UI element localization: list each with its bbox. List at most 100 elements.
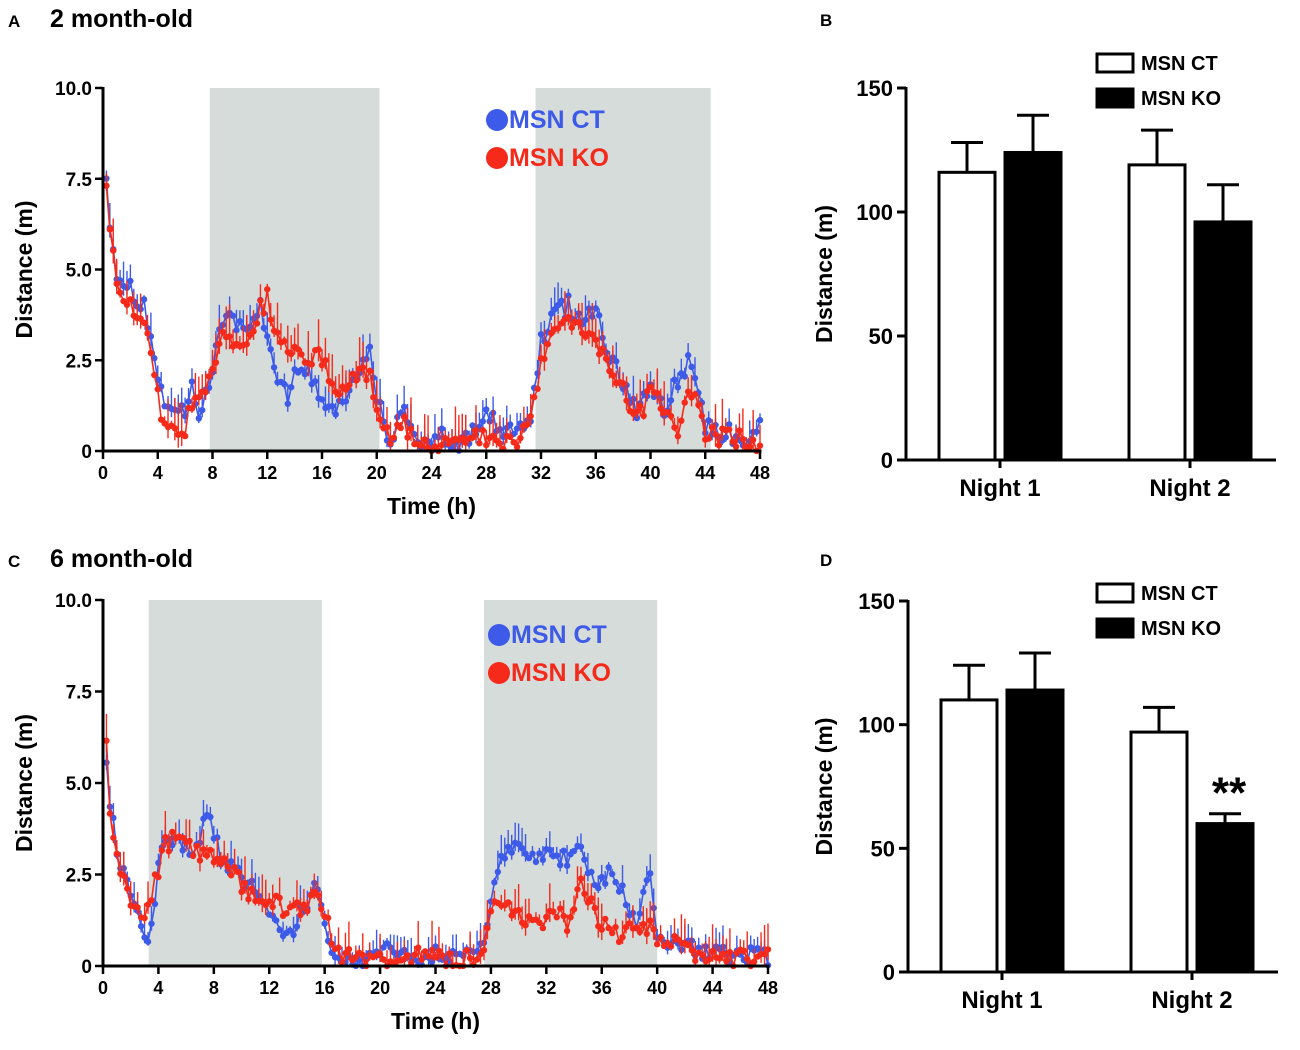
data-point bbox=[539, 856, 547, 864]
series-msn-ko bbox=[103, 172, 764, 455]
data-point bbox=[602, 915, 609, 923]
legend-label-2: MSN KO bbox=[509, 144, 609, 172]
data-point bbox=[438, 441, 445, 449]
data-point bbox=[318, 396, 326, 403]
data-point bbox=[311, 378, 319, 385]
data-point bbox=[231, 863, 238, 871]
data-point bbox=[501, 855, 508, 862]
y-axis-label: Distance (m) bbox=[11, 714, 37, 852]
night-shading-1 bbox=[209, 88, 380, 451]
data-point bbox=[103, 737, 110, 744]
data-point bbox=[181, 432, 189, 440]
data-point bbox=[605, 864, 612, 871]
data-point bbox=[151, 371, 158, 379]
x-tick-label: 20 bbox=[367, 463, 387, 483]
x-tick-label: 12 bbox=[257, 463, 277, 483]
bar-msn-ct-night-1 bbox=[939, 698, 999, 974]
data-point bbox=[290, 931, 297, 939]
data-point bbox=[124, 885, 131, 892]
data-point bbox=[746, 443, 753, 451]
data-point bbox=[233, 327, 240, 334]
data-point bbox=[505, 899, 512, 906]
data-point bbox=[637, 402, 644, 410]
data-point bbox=[216, 340, 223, 347]
data-point bbox=[308, 361, 315, 368]
data-point bbox=[647, 383, 654, 391]
data-point bbox=[626, 920, 633, 927]
bar-msn-ko-night-1 bbox=[1003, 150, 1063, 462]
panel-letter: C bbox=[8, 552, 20, 571]
panel-d: D MSN CT MSN KO Night 1 Night 2 ** 0 50 100 150 Di… bbox=[800, 530, 1300, 1050]
data-point bbox=[640, 888, 647, 896]
legend-label-1: MSN CT bbox=[1141, 583, 1218, 605]
data-point bbox=[390, 434, 398, 441]
y-tick-label: 0 bbox=[81, 957, 92, 978]
data-point bbox=[266, 898, 273, 905]
data-point bbox=[688, 947, 696, 954]
data-point bbox=[553, 914, 560, 921]
data-point bbox=[654, 389, 661, 397]
data-point bbox=[209, 365, 216, 372]
data-point bbox=[359, 951, 366, 959]
data-point bbox=[581, 890, 588, 897]
x-tick-label: 16 bbox=[315, 978, 335, 998]
data-point bbox=[647, 870, 654, 877]
x-tick-label: 8 bbox=[209, 978, 219, 998]
y-tick-label: 7.5 bbox=[66, 170, 93, 191]
x-tick-label: 0 bbox=[98, 978, 108, 998]
x-tick-label: 12 bbox=[259, 978, 279, 998]
data-point bbox=[476, 440, 483, 447]
data-point bbox=[515, 906, 522, 914]
data-point bbox=[619, 380, 627, 387]
data-point bbox=[439, 952, 446, 959]
data-point bbox=[404, 434, 411, 441]
data-point bbox=[144, 330, 151, 337]
data-point bbox=[491, 879, 498, 886]
legend-label-1: MSN CT bbox=[1141, 53, 1218, 75]
data-point bbox=[293, 899, 301, 906]
y-axis-label: Distance (m) bbox=[811, 717, 837, 855]
data-point bbox=[207, 813, 214, 821]
significance-marker: ** bbox=[1212, 769, 1247, 818]
data-point bbox=[595, 312, 603, 319]
y-axis-label: Distance (m) bbox=[11, 200, 37, 338]
data-point bbox=[283, 910, 290, 917]
data-point bbox=[633, 408, 641, 415]
data-point bbox=[238, 888, 245, 896]
data-point bbox=[633, 924, 640, 931]
data-point bbox=[134, 904, 141, 911]
data-point bbox=[744, 955, 751, 963]
data-point bbox=[705, 435, 712, 442]
data-point bbox=[705, 417, 712, 424]
data-point bbox=[212, 359, 220, 366]
data-point bbox=[505, 843, 512, 851]
data-point bbox=[158, 847, 166, 854]
data-point bbox=[318, 361, 326, 369]
data-point bbox=[667, 397, 675, 404]
data-point bbox=[729, 438, 736, 445]
data-point bbox=[281, 338, 288, 345]
data-point bbox=[188, 405, 196, 412]
data-point bbox=[584, 899, 592, 906]
data-point bbox=[106, 226, 114, 233]
data-point bbox=[698, 412, 706, 420]
data-point bbox=[524, 421, 531, 428]
data-point bbox=[288, 350, 295, 358]
data-point bbox=[199, 406, 206, 414]
data-point bbox=[518, 844, 526, 852]
data-point bbox=[353, 377, 360, 384]
data-point bbox=[428, 946, 436, 954]
data-point bbox=[692, 957, 699, 965]
data-point bbox=[522, 850, 529, 857]
data-point bbox=[708, 424, 716, 431]
data-point bbox=[544, 340, 552, 348]
data-point bbox=[548, 310, 555, 317]
data-point bbox=[681, 373, 688, 380]
data-point bbox=[127, 296, 134, 303]
data-point bbox=[318, 905, 325, 913]
chart-title: 6 month-old bbox=[50, 545, 193, 573]
data-point bbox=[570, 847, 578, 855]
data-point bbox=[441, 435, 449, 442]
data-point bbox=[241, 879, 249, 887]
data-point bbox=[650, 926, 657, 933]
